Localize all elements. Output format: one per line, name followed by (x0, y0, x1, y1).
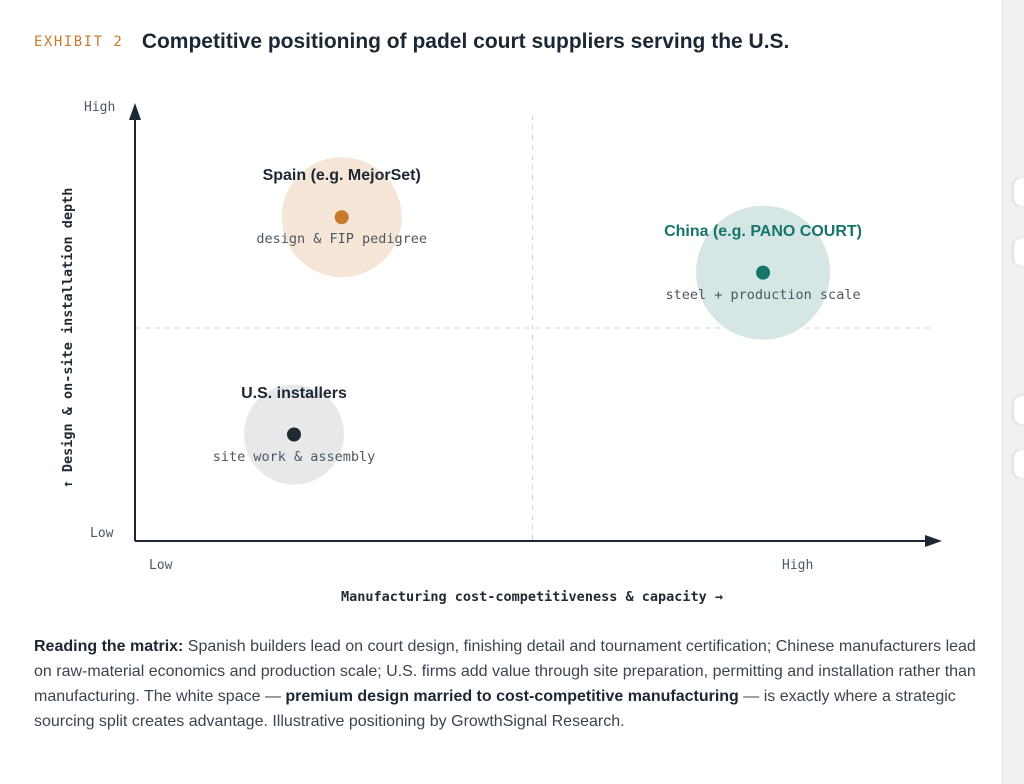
chart-title: Competitive positioning of padel court s… (141, 30, 790, 53)
side-handle[interactable] (1014, 178, 1024, 206)
side-handle[interactable] (1014, 238, 1024, 266)
side-handle[interactable] (1014, 396, 1024, 424)
x-axis-label: Manufacturing cost-competitiveness & cap… (340, 589, 723, 605)
x-tick-high: High (782, 558, 814, 573)
exhibit-header: EXHIBIT 2 Competitive positioning of pad… (34, 30, 789, 54)
spain-e-g-mejorset-label: Spain (e.g. MejorSet) (262, 167, 421, 185)
x-axis-arrowhead (925, 535, 942, 547)
y-axis-arrowhead (129, 103, 141, 120)
window-edge-gutter (1002, 0, 1024, 784)
spain-e-g-mejorset-note: design & FIP pedigree (256, 231, 428, 248)
reading-note: Reading the matrix: Spanish builders lea… (34, 634, 979, 734)
x-tick-low: Low (149, 558, 173, 573)
exhibit-label: EXHIBIT 2 (34, 34, 124, 50)
side-handle[interactable] (1014, 450, 1024, 478)
note-emphasis: premium design married to cost-competiti… (285, 688, 739, 705)
positioning-matrix (129, 103, 942, 547)
china-e-g-pano-court-point (756, 265, 771, 280)
china-e-g-pano-court-label: China (e.g. PANO COURT) (664, 222, 863, 240)
y-tick-high: High (84, 100, 116, 115)
y-tick-low: Low (90, 526, 114, 541)
u-s-installers-note: site work & assembly (212, 448, 376, 465)
spain-e-g-mejorset-point (334, 210, 349, 225)
u-s-installers-point (287, 427, 301, 442)
note-tail: — is exactly where a strategic sourcing … (34, 688, 956, 730)
china-e-g-pano-court-note: steel + production scale (665, 286, 861, 303)
note-lead: Reading the matrix: (34, 638, 184, 655)
note-body: Spanish builders lead on court design, f… (34, 638, 976, 705)
u-s-installers-label: U.S. installers (241, 384, 347, 402)
